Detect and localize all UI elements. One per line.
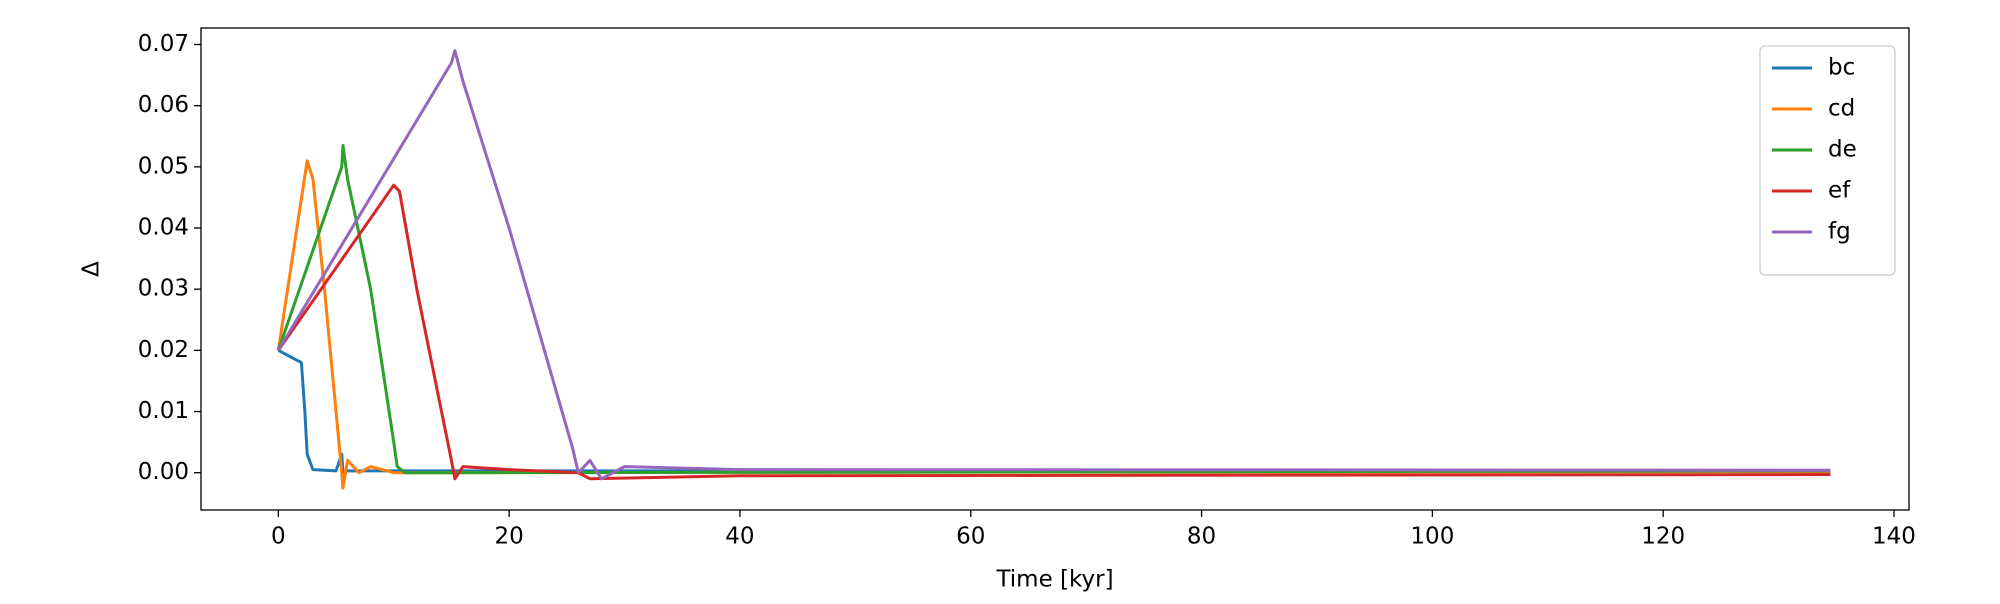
x-tick-label: 40 (725, 524, 754, 550)
plot-frame (200, 27, 1910, 511)
series-line (277, 49, 1831, 481)
y-axis-label: Δ (79, 261, 105, 277)
y-tick-label: 0.06 (138, 92, 189, 118)
y-tick-label: 0.02 (138, 337, 189, 363)
x-tick-label: 0 (271, 524, 286, 550)
legend-label: bc (1828, 55, 1855, 81)
series-line (276, 159, 1831, 490)
x-tick-label: 20 (494, 524, 523, 550)
x-tick-label: 140 (1872, 524, 1916, 550)
legend-box (1759, 45, 1896, 276)
legend-label: cd (1828, 96, 1855, 122)
legend-label: ef (1828, 178, 1851, 204)
series-line (276, 143, 1831, 475)
x-tick-label: 60 (956, 524, 985, 550)
legend-label: fg (1828, 219, 1851, 245)
legend-label: de (1828, 137, 1857, 163)
y-tick-label: 0.03 (138, 276, 189, 302)
y-tick-label: 0.05 (138, 153, 189, 179)
x-tick-label: 80 (1187, 524, 1216, 550)
y-tick-label: 0.00 (138, 459, 189, 485)
x-tick-label: 100 (1410, 524, 1454, 550)
x-tick-label: 120 (1641, 524, 1685, 550)
y-tick-label: 0.01 (138, 398, 189, 424)
y-tick-label: 0.07 (138, 31, 189, 57)
y-tick-label: 0.04 (138, 215, 189, 241)
x-axis-label: Time [kyr] (995, 567, 1113, 593)
series-line (277, 183, 1831, 481)
